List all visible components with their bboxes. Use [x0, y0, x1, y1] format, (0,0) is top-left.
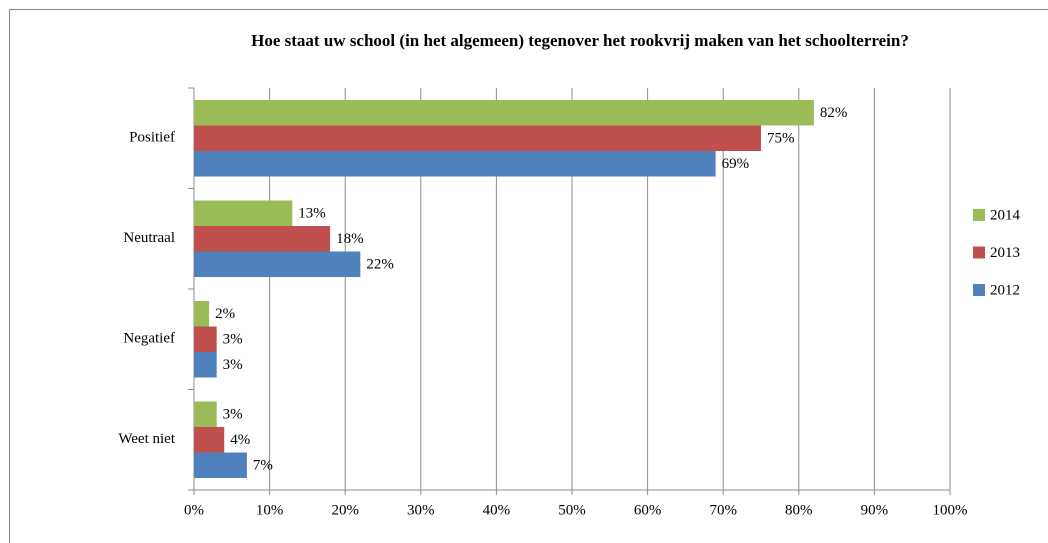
bar: [194, 301, 210, 327]
x-tick-label: 20%: [331, 502, 359, 518]
bar: [194, 326, 217, 352]
bar: [194, 226, 331, 252]
legend-swatch: [973, 209, 985, 221]
x-tick-label: 70%: [709, 502, 737, 518]
value-label: 82%: [820, 105, 848, 121]
bar: [194, 125, 761, 151]
legend-swatch: [973, 246, 985, 259]
legend-label: 2012: [990, 282, 1020, 298]
bar: [194, 100, 814, 126]
legend-label: 2013: [990, 245, 1020, 261]
x-tick-label: 80%: [785, 502, 813, 518]
x-tick-label: 50%: [558, 502, 586, 518]
bar: [194, 251, 361, 277]
x-tick-label: 90%: [861, 502, 889, 518]
y-tick-label: Negatief: [123, 331, 175, 347]
x-tick-label: 10%: [256, 502, 284, 518]
x-tick-label: 30%: [407, 502, 435, 518]
bar: [194, 401, 217, 427]
chart-title: Hoe staat uw school (in het algemeen) te…: [251, 31, 909, 50]
value-label: 3%: [223, 357, 243, 373]
value-label: 75%: [767, 131, 795, 147]
x-tick-label: 40%: [483, 502, 511, 518]
chart-frame: [9, 9, 1048, 543]
value-label: 22%: [366, 257, 394, 273]
bar: [194, 352, 217, 378]
y-tick-label: Positief: [129, 130, 175, 146]
value-label: 4%: [230, 432, 250, 448]
value-label: 3%: [223, 407, 243, 423]
value-label: 13%: [298, 206, 326, 222]
x-tick-label: 0%: [184, 502, 204, 518]
value-label: 7%: [253, 458, 273, 474]
y-tick-label: Weet niet: [118, 431, 176, 447]
value-label: 3%: [223, 332, 243, 348]
y-tick-label: Neutraal: [123, 230, 175, 246]
bar: [194, 427, 225, 453]
bar: [194, 151, 716, 177]
value-label: 2%: [215, 306, 235, 322]
bar: [194, 452, 247, 478]
x-tick-label: 60%: [634, 502, 662, 518]
x-tick-label: 100%: [933, 502, 968, 518]
value-label: 69%: [722, 156, 750, 172]
bar: [194, 200, 293, 226]
legend-swatch: [973, 284, 985, 296]
value-label: 18%: [336, 231, 364, 247]
legend-label: 2014: [990, 207, 1021, 223]
